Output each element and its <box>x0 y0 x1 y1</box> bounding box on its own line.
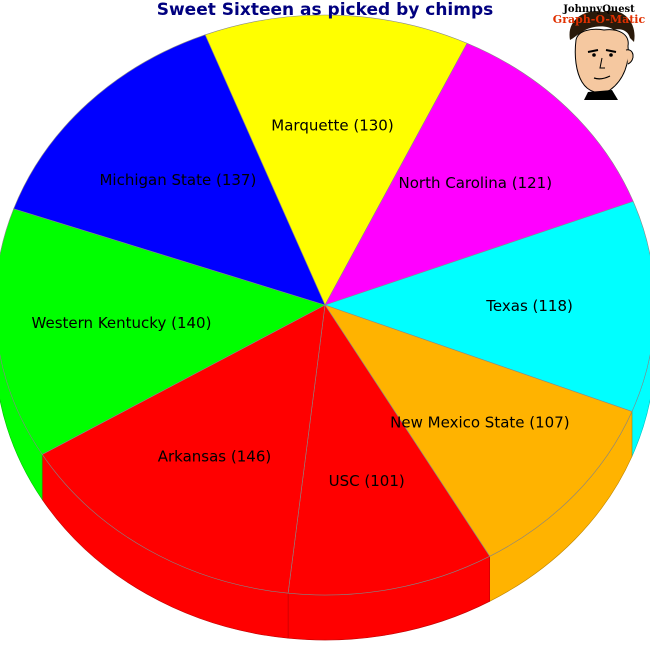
pie-slice-usc <box>287 304 491 596</box>
chart-title: Sweet Sixteen as picked by chimps <box>156 0 494 20</box>
pie-label-michigan-state: Michigan State (137) <box>99 171 256 189</box>
pie-label-arkansas: Arkansas (146) <box>158 447 271 465</box>
pie-slice-new-mexico-state <box>324 304 633 557</box>
pie-label-marquette: Marquette (130) <box>271 116 393 134</box>
pie-slice-western-kentucky <box>0 208 326 455</box>
pie-slice-north-carolina <box>324 42 634 306</box>
pie-slice-arkansas <box>41 304 326 594</box>
boy-face-icon <box>569 10 635 100</box>
graph-o-matic-logo: JohnnyQuest Graph-O-Matic <box>548 0 650 100</box>
pie-label-new-mexico-state: New Mexico State (107) <box>390 414 569 432</box>
pie-label-texas: Texas (118) <box>485 297 573 315</box>
logo-product-text: Graph-O-Matic <box>552 13 646 26</box>
pie-label-north-carolina: North Carolina (121) <box>399 174 553 192</box>
logo-brand-text: JohnnyQuest <box>563 4 635 15</box>
pie-labels: Marquette (130) North Carolina (121) Texas… <box>32 116 573 490</box>
pie-slice-texas <box>324 200 650 412</box>
pie-label-usc: USC (101) <box>329 472 405 490</box>
pie-tops <box>0 14 650 596</box>
pie-slice-marquette <box>204 14 468 306</box>
pie-slice-michigan-state <box>13 34 326 306</box>
pie-label-western-kentucky: Western Kentucky (140) <box>32 314 212 332</box>
